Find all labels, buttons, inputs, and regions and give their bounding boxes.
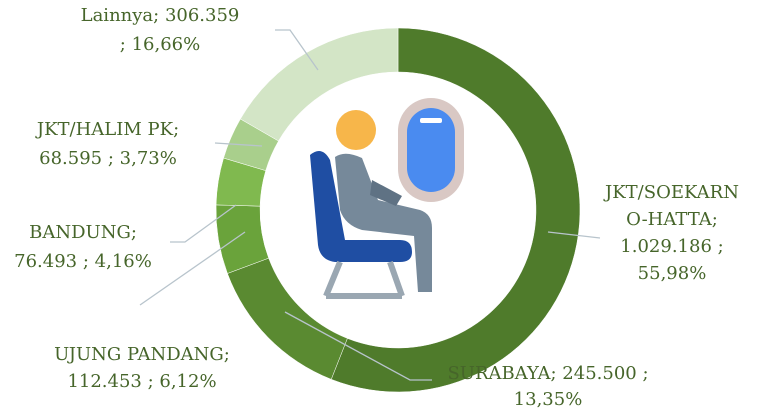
leader-line (275, 29, 319, 71)
data-label: JKT/SOEKARN (603, 182, 739, 203)
leader-line (547, 231, 601, 239)
data-label: 13,35% (514, 389, 583, 410)
data-label: ; 16,66% (120, 34, 200, 55)
data-label: JKT/HALIM PK; (35, 119, 179, 140)
data-label: 112.453 ; 6,12% (67, 371, 216, 392)
donut-segment (330, 27, 581, 393)
data-label: O-HATTA; (626, 209, 718, 230)
leader-line (139, 231, 246, 306)
data-label: 1.029.186 ; (620, 236, 723, 257)
donut-segment (227, 257, 348, 380)
data-label: 76.493 ; 4,16% (14, 251, 152, 272)
donut (215, 27, 581, 393)
labels: JKT/SOEKARN O-HATTA; 1.029.186 ; 55,98% SURA… (14, 5, 739, 410)
data-label: Lainnya; 306.359 (81, 5, 240, 26)
leader-line (214, 142, 263, 147)
leader-line (284, 311, 432, 381)
data-label: 68.595 ; 3,73% (39, 148, 177, 169)
donut-segment (240, 27, 399, 142)
data-label: UJUNG PANDANG; (54, 344, 230, 365)
data-label: 55,98% (638, 263, 707, 284)
data-label: SURABAYA; 245.500 ; (447, 363, 648, 384)
leader-line (170, 204, 237, 243)
data-label: BANDUNG; (29, 222, 137, 243)
center-icon (310, 98, 464, 299)
